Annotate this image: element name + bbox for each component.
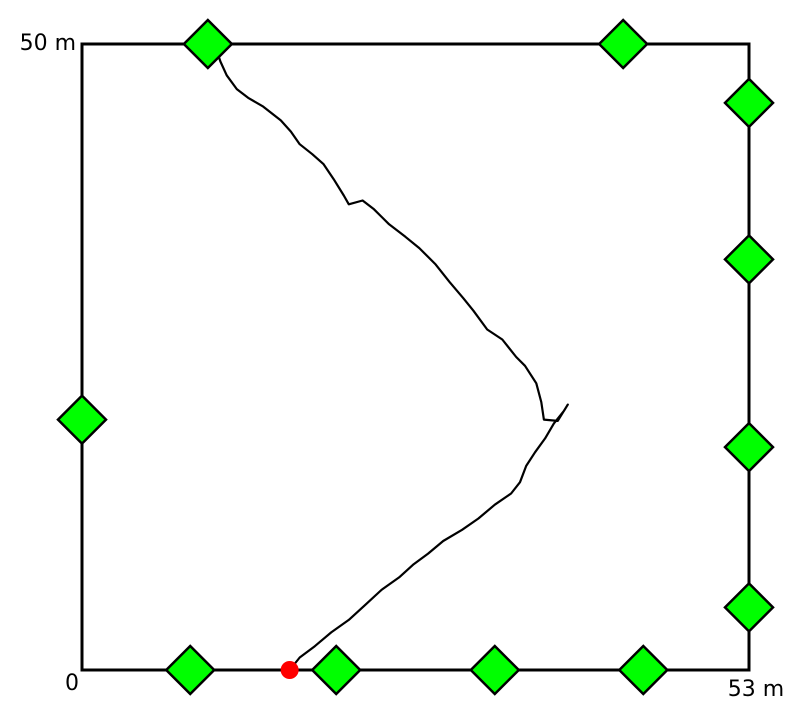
label-top-left: 50 m — [20, 31, 76, 56]
label-bottom-left: 0 — [65, 671, 79, 696]
marker-diamond-8 — [164, 644, 216, 696]
label-bottom-right: 53 m — [728, 677, 784, 702]
marker-diamond-10 — [469, 644, 521, 696]
marker-diamond-1 — [182, 18, 234, 70]
start-point — [280, 661, 299, 679]
marker-diamond-5 — [723, 421, 775, 473]
marker-diamond-3 — [723, 77, 775, 129]
area-boundary — [80, 42, 751, 672]
marker-diamond-9 — [310, 644, 362, 696]
marker-diamond-7 — [56, 393, 108, 446]
marker-diamond-2 — [597, 18, 649, 70]
marker-diamond-4 — [723, 233, 775, 286]
markers-layer — [56, 18, 775, 696]
marker-diamond-11 — [617, 644, 670, 696]
marker-diamond-6 — [723, 581, 775, 634]
walk-track — [214, 45, 569, 672]
